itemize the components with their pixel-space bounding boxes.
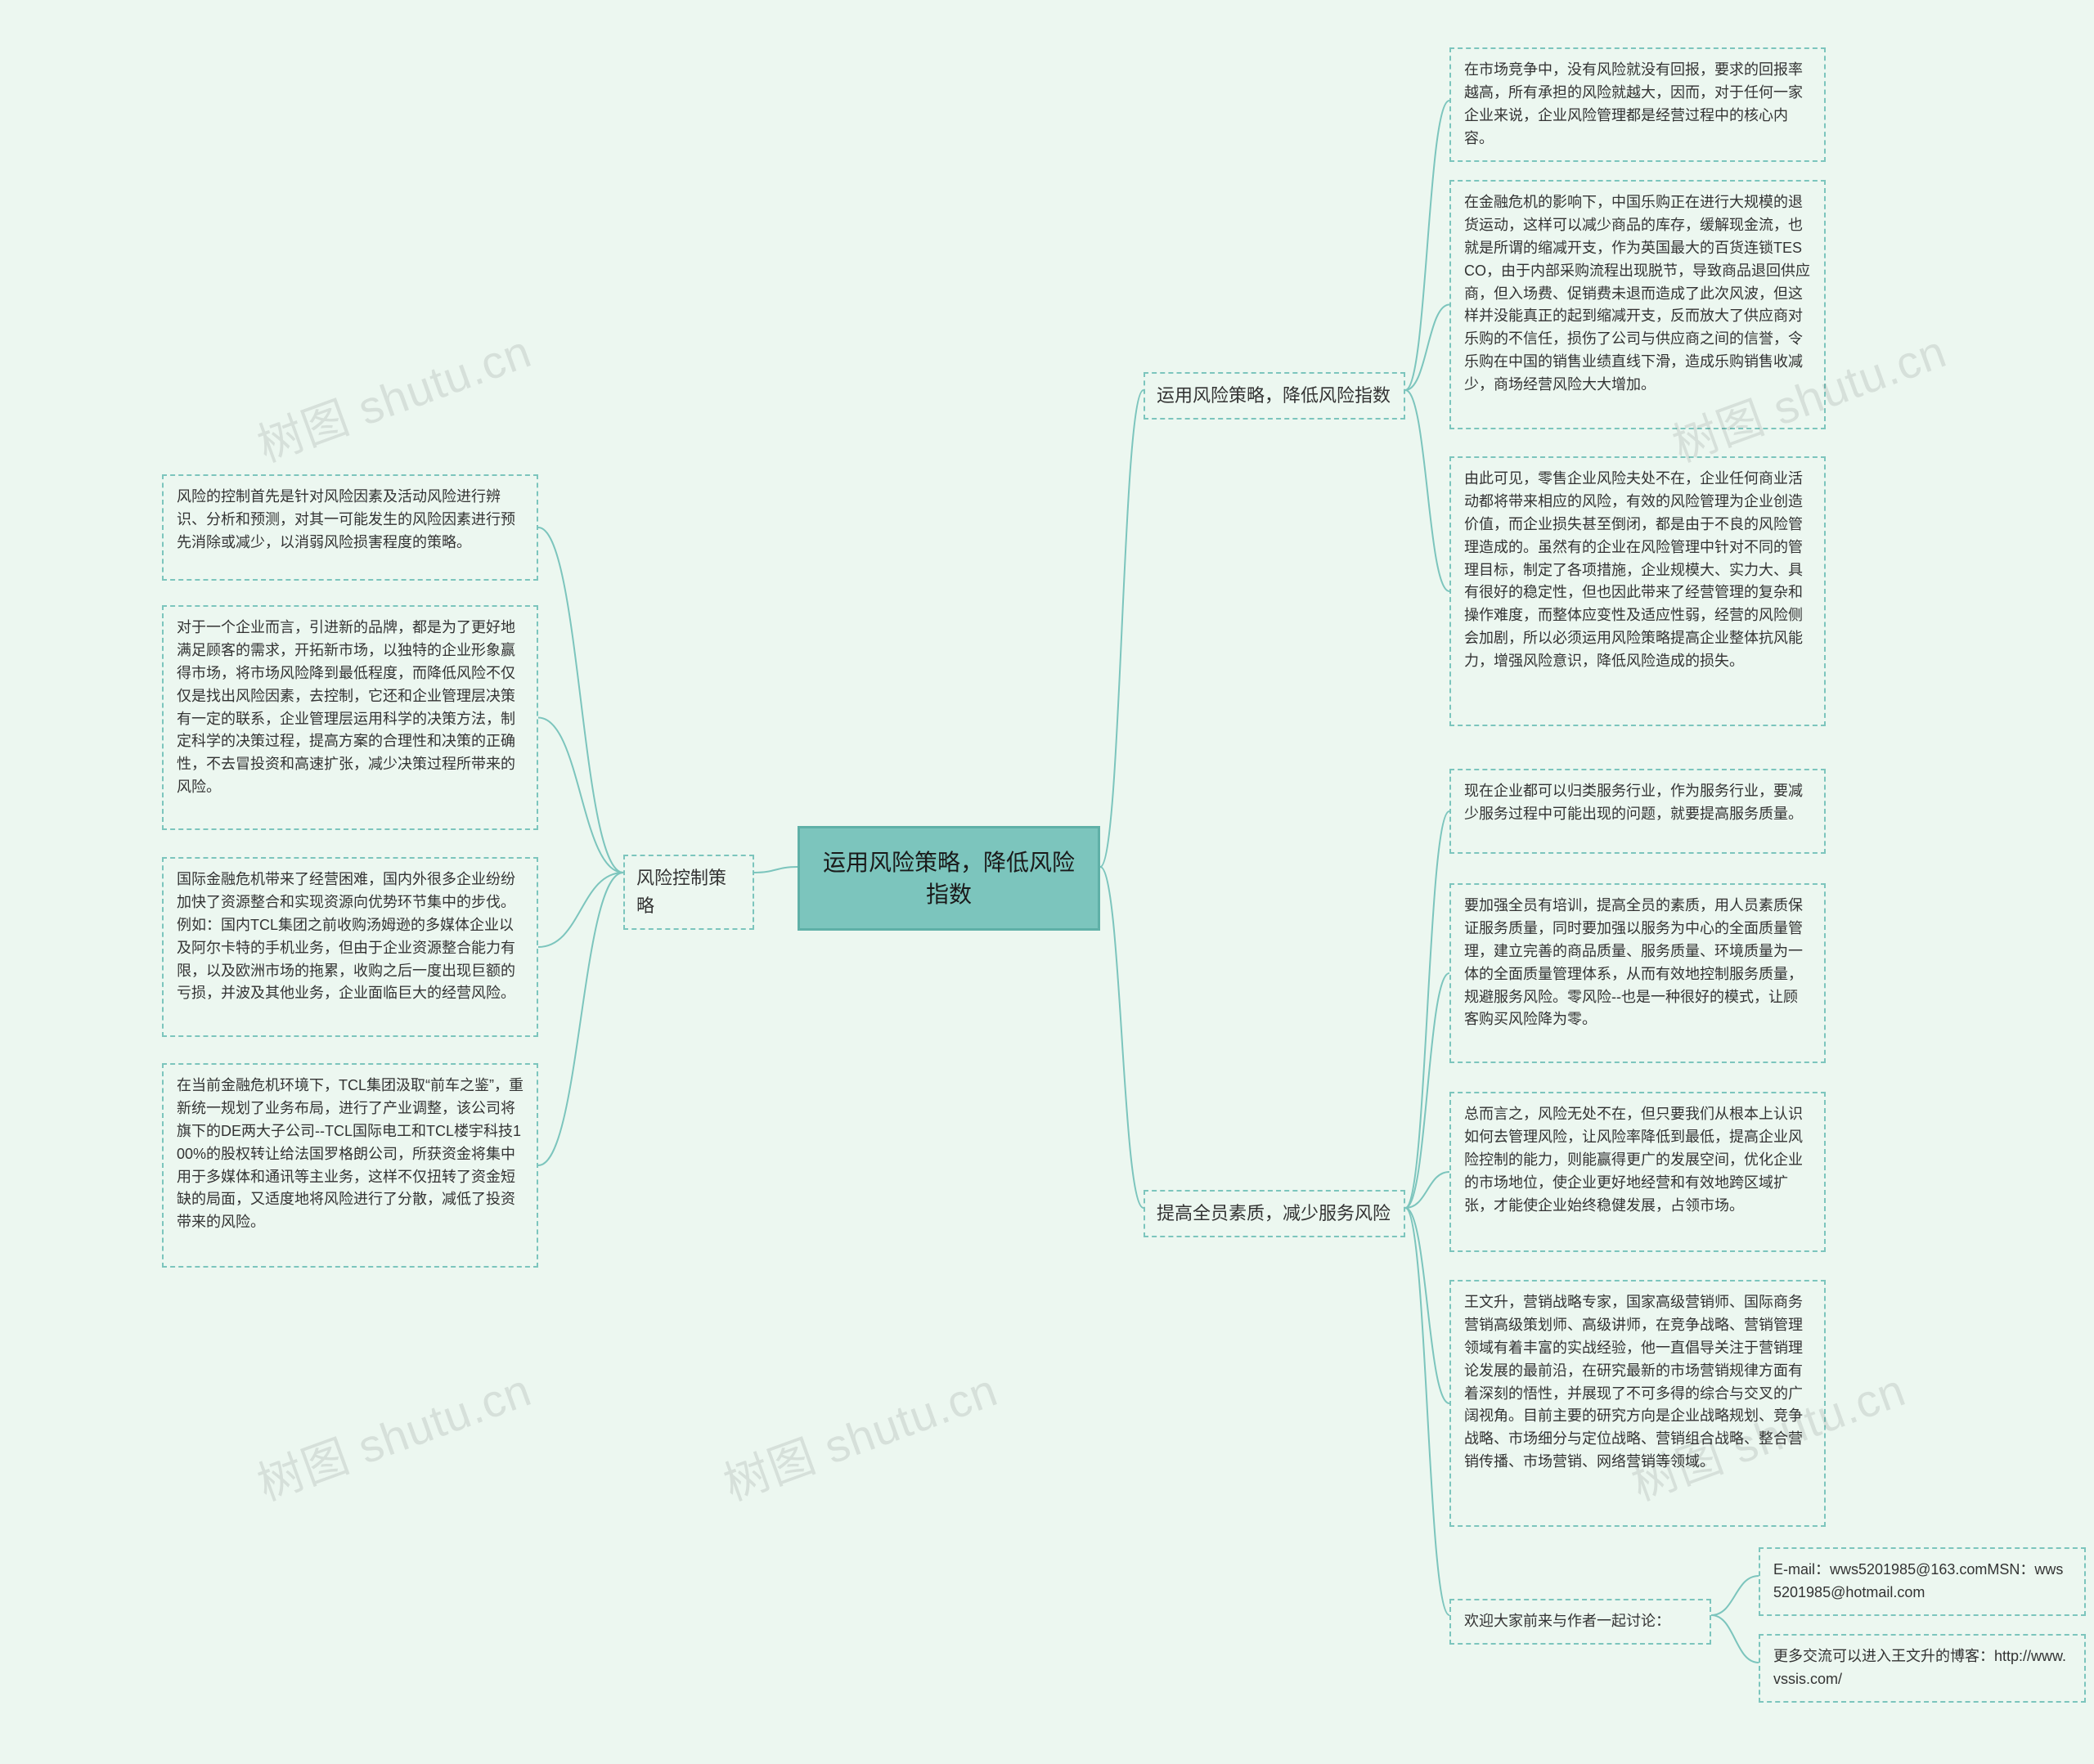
watermark: 树图 shutu.cn (247, 315, 539, 475)
mindmap-canvas: 运用风险策略，降低风险指数风险控制策略风险的控制首先是针对风险因素及活动风险进行… (0, 0, 2094, 1764)
leaf-node: 欢迎大家前来与作者一起讨论： (1449, 1599, 1711, 1645)
leaf-node: 更多交流可以进入王文升的博客：http://www.vssis.com/ (1759, 1634, 2086, 1703)
leaf-node: 在金融危机的影响下，中国乐购正在进行大规模的退货运动，这样可以减少商品的库存，缓… (1449, 180, 1826, 429)
root-node: 运用风险策略，降低风险指数 (798, 826, 1100, 931)
leaf-node: 国际金融危机带来了经营困难，国内外很多企业纷纷加快了资源整合和实现资源向优势环节… (162, 857, 538, 1037)
branch-right-bottom: 提高全员素质，减少服务风险 (1144, 1190, 1405, 1237)
leaf-node: 现在企业都可以归类服务行业，作为服务行业，要减少服务过程中可能出现的问题，就要提… (1449, 769, 1826, 854)
leaf-node: 在市场竞争中，没有风险就没有回报，要求的回报率越高，所有承担的风险就越大，因而，… (1449, 47, 1826, 162)
watermark: 树图 shutu.cn (247, 1353, 539, 1514)
leaf-node: 在当前金融危机环境下，TCL集团汲取“前车之鉴”，重新统一规划了业务布局，进行了… (162, 1063, 538, 1268)
leaf-node: 要加强全员有培训，提高全员的素质，用人员素质保证服务质量，同时要加强以服务为中心… (1449, 883, 1826, 1063)
leaf-node: E-mail：wws5201985@163.comMSN：wws5201985@… (1759, 1547, 2086, 1616)
branch-right-top: 运用风险策略，降低风险指数 (1144, 372, 1405, 420)
branch-left: 风险控制策略 (623, 855, 754, 930)
watermark: 树图 shutu.cn (713, 1353, 1005, 1514)
leaf-node: 对于一个企业而言，引进新的品牌，都是为了更好地满足顾客的需求，开拓新市场，以独特… (162, 605, 538, 830)
leaf-node: 由此可见，零售企业风险夫处不在，企业任何商业活动都将带来相应的风险，有效的风险管… (1449, 456, 1826, 726)
leaf-node: 王文升，营销战略专家，国家高级营销师、国际商务营销高级策划师、高级讲师，在竞争战… (1449, 1280, 1826, 1527)
leaf-node: 风险的控制首先是针对风险因素及活动风险进行辨识、分析和预测，对其一可能发生的风险… (162, 474, 538, 581)
leaf-node: 总而言之，风险无处不在，但只要我们从根本上认识如何去管理风险，让风险率降低到最低… (1449, 1092, 1826, 1252)
